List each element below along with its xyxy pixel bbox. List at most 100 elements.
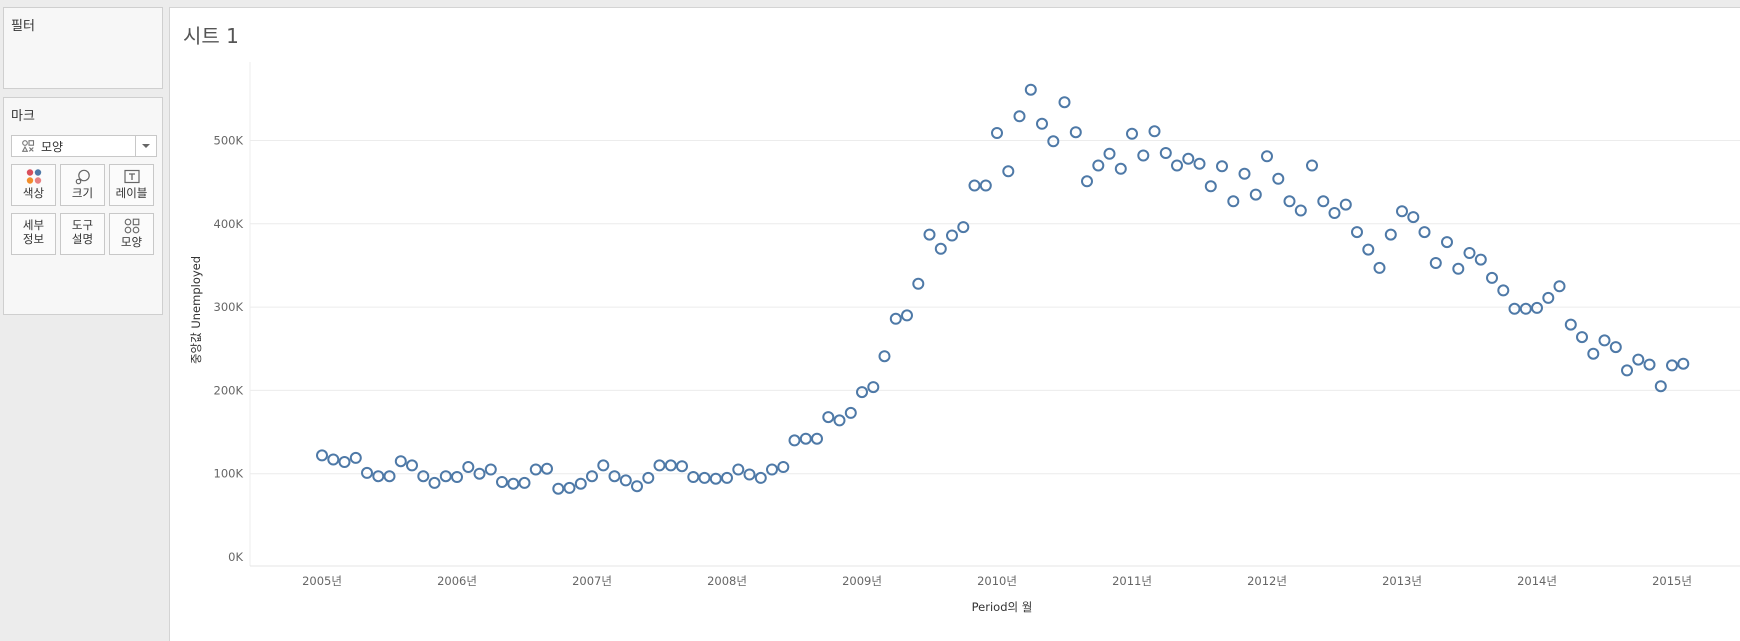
data-point[interactable] bbox=[968, 179, 981, 192]
data-point[interactable] bbox=[1148, 125, 1161, 138]
data-point[interactable] bbox=[957, 221, 970, 234]
data-point[interactable] bbox=[1159, 147, 1172, 159]
data-point[interactable] bbox=[1171, 159, 1183, 172]
data-point[interactable] bbox=[518, 476, 531, 489]
data-point[interactable] bbox=[1306, 159, 1318, 172]
data-point[interactable] bbox=[597, 459, 610, 472]
data-point[interactable] bbox=[901, 309, 913, 322]
data-point[interactable] bbox=[1351, 226, 1363, 239]
data-point[interactable] bbox=[698, 471, 711, 484]
detail-button[interactable]: 세부 정보 bbox=[11, 213, 56, 255]
data-point[interactable] bbox=[1261, 150, 1273, 163]
data-point[interactable] bbox=[1193, 157, 1206, 170]
data-point[interactable] bbox=[1486, 271, 1498, 284]
data-point[interactable] bbox=[1216, 160, 1228, 173]
data-point[interactable] bbox=[327, 453, 340, 466]
data-point[interactable] bbox=[1654, 380, 1667, 393]
tooltip-button[interactable]: 도구 설명 bbox=[60, 213, 105, 255]
data-point[interactable] bbox=[664, 459, 677, 472]
data-point[interactable] bbox=[372, 470, 385, 483]
data-point[interactable] bbox=[1002, 165, 1015, 178]
data-point[interactable] bbox=[1047, 135, 1060, 148]
filters-shelf[interactable]: 필터 bbox=[3, 7, 163, 89]
data-point[interactable] bbox=[1497, 284, 1510, 297]
data-point[interactable] bbox=[811, 432, 823, 445]
data-point[interactable] bbox=[1238, 167, 1251, 180]
data-point[interactable] bbox=[439, 470, 452, 483]
data-point[interactable] bbox=[1069, 126, 1082, 139]
data-point[interactable] bbox=[1114, 162, 1127, 175]
data-point[interactable] bbox=[653, 459, 666, 472]
data-point[interactable] bbox=[1677, 357, 1690, 370]
data-point[interactable] bbox=[529, 463, 542, 476]
data-point[interactable] bbox=[788, 434, 801, 447]
data-point[interactable] bbox=[923, 228, 936, 241]
data-point[interactable] bbox=[1418, 226, 1431, 239]
data-point[interactable] bbox=[1531, 301, 1543, 314]
data-point[interactable] bbox=[1452, 262, 1465, 275]
color-button[interactable]: 색상 bbox=[11, 164, 56, 206]
data-point[interactable] bbox=[1576, 331, 1588, 344]
data-point[interactable] bbox=[889, 312, 902, 325]
data-point[interactable] bbox=[709, 472, 722, 485]
data-point[interactable] bbox=[856, 386, 868, 399]
data-point[interactable] bbox=[1227, 195, 1240, 208]
data-point[interactable] bbox=[1081, 175, 1093, 188]
data-point[interactable] bbox=[777, 461, 790, 473]
data-point[interactable] bbox=[833, 414, 846, 427]
data-point[interactable] bbox=[1553, 280, 1566, 293]
data-point[interactable] bbox=[473, 467, 486, 480]
data-point[interactable] bbox=[496, 476, 508, 488]
data-point[interactable] bbox=[878, 350, 891, 363]
data-point[interactable] bbox=[1013, 110, 1026, 123]
data-point[interactable] bbox=[1508, 302, 1521, 315]
y-axis-title[interactable]: 중앙값 Unemployed bbox=[189, 256, 203, 364]
data-point[interactable] bbox=[1339, 198, 1352, 211]
data-point[interactable] bbox=[991, 127, 1003, 139]
data-point[interactable] bbox=[338, 456, 351, 468]
data-point[interactable] bbox=[676, 460, 688, 473]
data-point[interactable] bbox=[1598, 334, 1611, 347]
data-point[interactable] bbox=[1441, 236, 1453, 249]
data-point[interactable] bbox=[1564, 318, 1577, 331]
data-point[interactable] bbox=[1474, 253, 1487, 266]
data-point[interactable] bbox=[934, 242, 947, 255]
mark-type-dropdown[interactable]: 모양 bbox=[11, 135, 157, 157]
data-point[interactable] bbox=[1542, 291, 1555, 304]
data-point[interactable] bbox=[743, 468, 756, 481]
data-point[interactable] bbox=[799, 432, 812, 445]
data-point[interactable] bbox=[1407, 211, 1420, 224]
data-point[interactable] bbox=[619, 474, 632, 487]
data-point[interactable] bbox=[946, 229, 958, 242]
data-point[interactable] bbox=[608, 470, 621, 483]
data-point[interactable] bbox=[721, 471, 733, 484]
data-point[interactable] bbox=[1103, 147, 1116, 160]
data-point[interactable] bbox=[316, 449, 328, 462]
data-point[interactable] bbox=[1373, 261, 1386, 274]
data-point[interactable] bbox=[417, 470, 430, 483]
data-point[interactable] bbox=[1317, 195, 1330, 208]
data-point[interactable] bbox=[631, 480, 643, 493]
data-point[interactable] bbox=[541, 462, 553, 475]
data-point[interactable] bbox=[1463, 247, 1476, 259]
data-point[interactable] bbox=[1058, 96, 1071, 109]
data-point[interactable] bbox=[1024, 83, 1037, 96]
data-point[interactable] bbox=[507, 477, 520, 490]
data-point[interactable] bbox=[484, 463, 497, 476]
data-point[interactable] bbox=[1643, 358, 1656, 371]
data-point[interactable] bbox=[383, 470, 396, 483]
data-point[interactable] bbox=[1429, 257, 1442, 269]
data-point[interactable] bbox=[1204, 180, 1217, 193]
data-point[interactable] bbox=[451, 471, 463, 483]
data-point[interactable] bbox=[1587, 347, 1600, 360]
data-point[interactable] bbox=[1294, 204, 1307, 217]
data-point[interactable] bbox=[1126, 127, 1138, 140]
shape-button[interactable]: 모양 bbox=[109, 213, 154, 255]
data-point[interactable] bbox=[406, 459, 418, 472]
size-button[interactable]: 크기 bbox=[60, 164, 105, 206]
data-point[interactable] bbox=[349, 451, 362, 464]
data-point[interactable] bbox=[1182, 152, 1195, 165]
data-point[interactable] bbox=[766, 463, 778, 476]
data-point[interactable] bbox=[1362, 243, 1375, 256]
data-point[interactable] bbox=[1519, 302, 1532, 315]
